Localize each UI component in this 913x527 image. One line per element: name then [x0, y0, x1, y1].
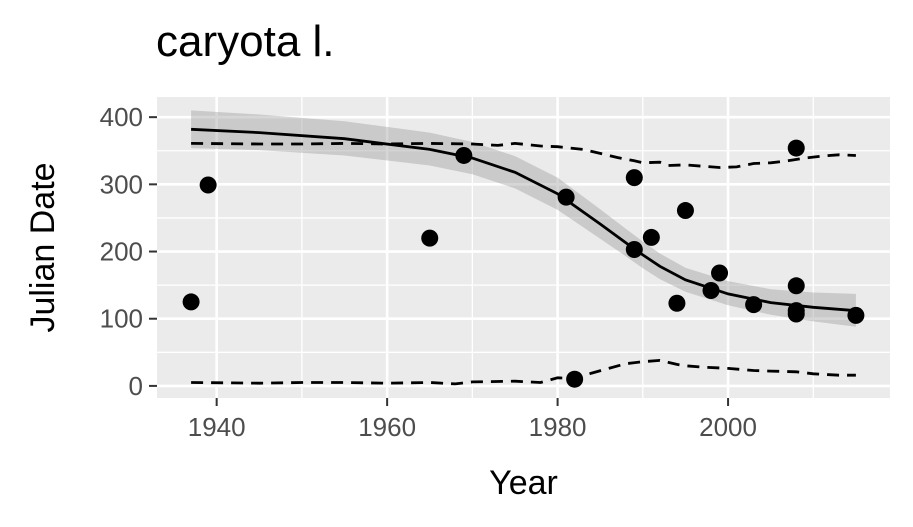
y-tick-label: 400: [100, 102, 143, 132]
data-point: [199, 176, 217, 194]
data-point: [566, 370, 584, 388]
confidence-band: [191, 110, 856, 327]
data-point: [421, 229, 439, 247]
y-axis-title: Julian Date: [24, 162, 62, 332]
minor-grid: [157, 97, 890, 398]
data-points: [182, 139, 865, 388]
data-point: [745, 296, 763, 314]
data-point: [668, 294, 686, 312]
upper-bound-dashed-line: [191, 141, 856, 169]
plot-panel: [157, 97, 890, 398]
data-point: [787, 277, 805, 295]
y-tick-label: 200: [100, 237, 143, 267]
chart-title: caryota l.: [156, 17, 335, 66]
y-tick-label: 300: [100, 169, 143, 199]
major-grid: [157, 97, 890, 398]
data-point: [787, 139, 805, 157]
data-point: [455, 146, 473, 164]
x-tick-label: 1940: [188, 412, 246, 442]
data-point: [625, 169, 643, 187]
data-point: [676, 202, 694, 220]
lower-bound-dashed-line: [191, 358, 856, 386]
y-axis-ticks: 0 100 200 300 400: [100, 102, 157, 401]
x-tick-label: 1980: [529, 412, 587, 442]
x-axis-ticks: 1940 1960 1980 2000: [188, 398, 757, 442]
data-point: [625, 241, 643, 259]
data-point: [182, 293, 200, 311]
x-axis-title: Year: [489, 464, 558, 502]
data-point: [642, 228, 660, 246]
x-tick-label: 2000: [699, 412, 757, 442]
x-tick-label: 1960: [358, 412, 416, 442]
data-point: [557, 188, 575, 206]
data-point: [847, 306, 865, 324]
data-point: [702, 282, 720, 299]
data-point: [711, 264, 729, 282]
y-tick-label: 0: [129, 371, 143, 401]
data-point: [787, 305, 805, 323]
y-tick-label: 100: [100, 304, 143, 334]
